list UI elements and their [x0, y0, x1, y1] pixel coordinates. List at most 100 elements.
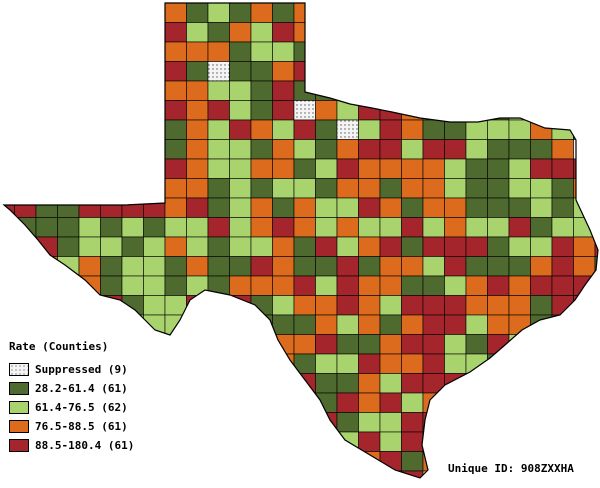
county-cell — [401, 61, 424, 82]
county-cell — [530, 275, 553, 296]
county-cell — [272, 158, 295, 179]
county-cell — [57, 275, 80, 296]
county-cell — [422, 100, 445, 121]
county-cell — [143, 353, 166, 374]
county-cell — [57, 80, 80, 101]
county-cell — [78, 217, 101, 238]
county-cell — [551, 334, 574, 355]
county-cell — [422, 61, 445, 82]
county-cell — [487, 119, 510, 140]
county-cell — [78, 100, 101, 121]
county-cell — [508, 431, 531, 452]
county-cell — [530, 61, 553, 82]
county-cell — [379, 3, 402, 23]
county-cell — [143, 3, 166, 23]
county-cell — [78, 119, 101, 140]
county-cell — [121, 80, 144, 101]
county-cell — [444, 61, 467, 82]
county-cell — [422, 353, 445, 374]
county-cell — [315, 275, 338, 296]
county-cell — [14, 80, 37, 101]
county-cell — [508, 80, 531, 101]
county-cell — [594, 470, 598, 478]
county-cell — [465, 431, 488, 452]
county-cell — [444, 217, 467, 238]
county-cell — [551, 22, 574, 43]
county-cell — [100, 236, 123, 257]
county-cell — [530, 158, 553, 179]
county-cell — [315, 295, 338, 316]
county-cell — [487, 431, 510, 452]
county-cell — [4, 256, 15, 277]
county-cell — [573, 3, 596, 23]
county-cell — [465, 158, 488, 179]
county-cell — [78, 256, 101, 277]
county-cell — [401, 3, 424, 23]
county-cell — [14, 3, 37, 23]
county-cell — [358, 158, 381, 179]
county-cell — [272, 412, 295, 433]
county-cell — [143, 61, 166, 82]
county-cell — [530, 3, 553, 23]
county-cell — [35, 470, 58, 478]
county-cell — [57, 22, 80, 43]
county-cell — [4, 41, 15, 62]
county-cell — [573, 256, 596, 277]
county-cell — [465, 236, 488, 257]
county-cell — [422, 275, 445, 296]
county-cell — [379, 139, 402, 160]
county-cell — [401, 80, 424, 101]
county-cell — [186, 22, 209, 43]
county-cell — [35, 119, 58, 140]
county-cell — [35, 275, 58, 296]
county-cell — [358, 236, 381, 257]
county-cell — [4, 100, 15, 121]
county-cell — [594, 197, 598, 218]
county-cell — [143, 470, 166, 478]
county-cell — [573, 451, 596, 472]
county-cell — [164, 217, 187, 238]
county-cell — [272, 295, 295, 316]
county-cell — [401, 314, 424, 335]
county-cell — [207, 431, 230, 452]
county-cell — [250, 334, 273, 355]
county-cell — [57, 197, 80, 218]
county-cell — [465, 217, 488, 238]
county-cell — [186, 236, 209, 257]
county-cell — [315, 470, 338, 478]
county-cell — [401, 470, 424, 478]
map-legend: Rate (Counties) Suppressed (9) 28.2-61.4… — [9, 340, 134, 455]
county-cell — [594, 100, 598, 121]
county-cell — [207, 178, 230, 199]
county-cell — [293, 295, 316, 316]
county-cell — [143, 451, 166, 472]
county-cell — [401, 119, 424, 140]
county-cell — [143, 100, 166, 121]
county-cell — [272, 217, 295, 238]
county-cell — [508, 158, 531, 179]
county-cell — [250, 22, 273, 43]
county-cell — [35, 80, 58, 101]
county-cell — [444, 275, 467, 296]
county-cell — [422, 197, 445, 218]
county-cell — [250, 314, 273, 335]
county-cell — [57, 119, 80, 140]
county-cell — [143, 119, 166, 140]
county-cell — [250, 80, 273, 101]
county-cell — [551, 256, 574, 277]
county-cell — [14, 139, 37, 160]
county-cell — [121, 256, 144, 277]
county-cell — [207, 158, 230, 179]
county-cell — [14, 256, 37, 277]
county-cell — [186, 295, 209, 316]
county-cell — [530, 100, 553, 121]
county-cell — [100, 256, 123, 277]
county-cell — [379, 431, 402, 452]
county-cell — [422, 178, 445, 199]
county-cell — [100, 158, 123, 179]
county-cell — [336, 22, 359, 43]
county-cell — [272, 178, 295, 199]
county-cell — [465, 353, 488, 374]
county-cell — [78, 80, 101, 101]
county-cell — [358, 22, 381, 43]
